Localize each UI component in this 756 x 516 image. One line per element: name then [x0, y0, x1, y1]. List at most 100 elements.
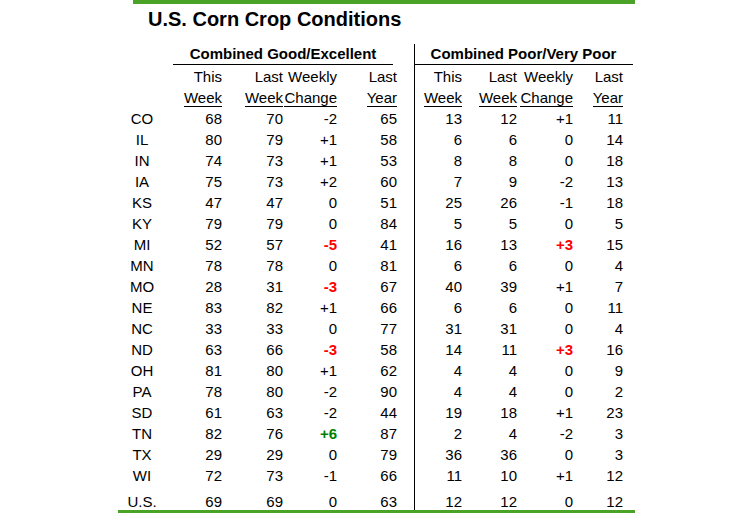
cell-poor-weekly-change: 0 [517, 318, 573, 339]
cell-good-this-week: 69 [164, 494, 222, 510]
poor-this-col-header-2: Week [397, 87, 462, 108]
cell-good-last-year: 67 [337, 276, 397, 297]
good-last-year-col-header-2: Year [337, 87, 397, 108]
poor-weekly-change-col-header-2: Change [517, 87, 573, 108]
cell-poor-last-year: 11 [573, 108, 623, 129]
cell-poor-weekly-change: +1 [517, 402, 573, 423]
cell-poor-this-week: 5 [397, 213, 462, 234]
cell-poor-last-week: 4 [462, 423, 517, 444]
cell-poor-weekly-change: +3 [517, 234, 573, 255]
good-this-col-header-1: This [164, 66, 222, 87]
section-underline-good [173, 64, 393, 65]
cell-poor-this-week: 14 [397, 339, 462, 360]
state-label: WI [120, 465, 164, 486]
cell-good-weekly-change: -2 [283, 108, 337, 129]
state-row: PA7880-2904402 [120, 381, 623, 402]
state-label: U.S. [120, 494, 164, 510]
state-col-header [120, 66, 164, 87]
state-label: TN [120, 423, 164, 444]
cell-good-weekly-change: 0 [283, 318, 337, 339]
state-row: ND6366-3581411+316 [120, 339, 623, 360]
cell-good-this-week: 74 [164, 150, 222, 171]
state-row: WI7273-1661110+112 [120, 465, 623, 486]
cell-good-last-year: 90 [337, 381, 397, 402]
good-weekly-change-col-header-2: Change [283, 87, 337, 108]
cell-good-last-week: 76 [222, 423, 283, 444]
cell-good-weekly-change: +1 [283, 297, 337, 318]
cell-poor-weekly-change: 0 [517, 213, 573, 234]
state-row: KS47470512526-118 [120, 192, 623, 213]
cell-good-last-year: 58 [337, 339, 397, 360]
good-weekly-change-col-header-1: Weekly [283, 66, 337, 87]
cell-good-last-week: 63 [222, 402, 283, 423]
cell-good-weekly-change: -3 [283, 276, 337, 297]
state-label: MO [120, 276, 164, 297]
cell-good-this-week: 79 [164, 213, 222, 234]
cell-good-last-week: 79 [222, 213, 283, 234]
cell-poor-last-week: 6 [462, 129, 517, 150]
cell-good-weekly-change: 0 [283, 213, 337, 234]
state-label: TX [120, 444, 164, 465]
cell-poor-this-week: 16 [397, 234, 462, 255]
cell-good-this-week: 83 [164, 297, 222, 318]
cell-good-last-year: 66 [337, 297, 397, 318]
good-last-week-col-header-1: Last [222, 66, 283, 87]
cell-poor-weekly-change: -2 [517, 171, 573, 192]
state-row: NE8382+16666011 [120, 297, 623, 318]
cell-poor-weekly-change: +1 [517, 276, 573, 297]
cell-poor-weekly-change: +3 [517, 339, 573, 360]
cell-poor-last-year: 5 [573, 213, 623, 234]
cell-poor-weekly-change: +1 [517, 108, 573, 129]
cell-good-weekly-change: +1 [283, 360, 337, 381]
cell-good-this-week: 33 [164, 318, 222, 339]
state-label: IA [120, 171, 164, 192]
state-label: OH [120, 360, 164, 381]
cell-good-last-week: 73 [222, 171, 283, 192]
section-title-poor-very-poor: Combined Poor/Very Poor [414, 45, 633, 62]
cell-good-weekly-change: -5 [283, 234, 337, 255]
us-total-row: U.S.69690631212012 [120, 494, 623, 510]
column-header-row-1: This Last Weekly Last This Last Weekly L… [120, 66, 623, 87]
cell-poor-last-week: 11 [462, 339, 517, 360]
cell-poor-last-year: 18 [573, 192, 623, 213]
cell-poor-this-week: 6 [397, 129, 462, 150]
section-underline-poor [414, 64, 633, 65]
state-row: NC3333077313104 [120, 318, 623, 339]
spacer-row [120, 486, 623, 494]
cell-good-this-week: 47 [164, 192, 222, 213]
cell-good-last-week: 79 [222, 129, 283, 150]
cell-poor-last-week: 6 [462, 255, 517, 276]
cell-good-this-week: 81 [164, 360, 222, 381]
cell-poor-this-week: 6 [397, 255, 462, 276]
state-label: NE [120, 297, 164, 318]
cell-poor-last-year: 12 [573, 465, 623, 486]
cell-good-last-year: 51 [337, 192, 397, 213]
conditions-table: This Last Weekly Last This Last Weekly L… [120, 66, 623, 510]
section-title-good-excellent: Combined Good/Excellent [173, 45, 393, 62]
state-row: TX2929079363603 [120, 444, 623, 465]
cell-poor-weekly-change: 0 [517, 444, 573, 465]
state-row: TN8276+68724-23 [120, 423, 623, 444]
cell-good-this-week: 75 [164, 171, 222, 192]
cell-poor-weekly-change: 0 [517, 360, 573, 381]
cell-poor-last-year: 3 [573, 444, 623, 465]
cell-good-weekly-change: +1 [283, 129, 337, 150]
poor-this-col-header-1: This [397, 66, 462, 87]
good-last-year-col-header-1: Last [337, 66, 397, 87]
cell-poor-last-year: 4 [573, 255, 623, 276]
cell-good-this-week: 61 [164, 402, 222, 423]
cell-poor-last-week: 39 [462, 276, 517, 297]
cell-poor-weekly-change: 0 [517, 494, 573, 510]
cell-poor-this-week: 40 [397, 276, 462, 297]
state-label: MI [120, 234, 164, 255]
cell-good-last-week: 73 [222, 465, 283, 486]
cell-good-this-week: 68 [164, 108, 222, 129]
cell-good-last-year: 87 [337, 423, 397, 444]
state-label: MN [120, 255, 164, 276]
cell-good-last-week: 80 [222, 381, 283, 402]
cell-poor-last-year: 13 [573, 171, 623, 192]
cell-poor-this-week: 8 [397, 150, 462, 171]
cell-poor-last-year: 7 [573, 276, 623, 297]
cell-good-last-week: 69 [222, 494, 283, 510]
state-row: MO2831-3674039+17 [120, 276, 623, 297]
